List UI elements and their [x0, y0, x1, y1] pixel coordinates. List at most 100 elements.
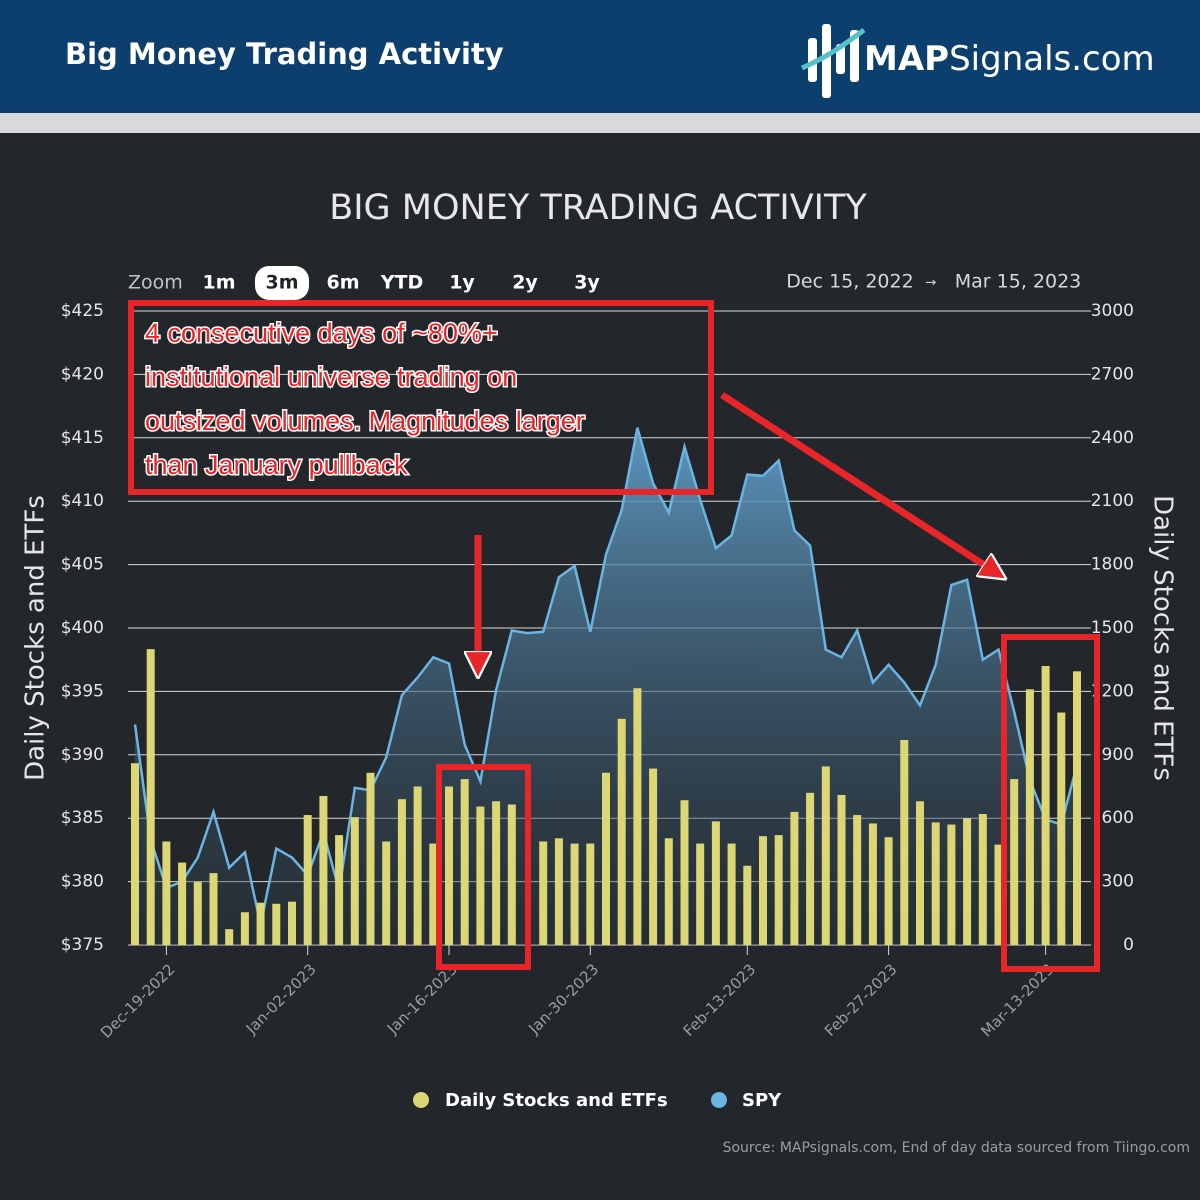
y-tick-label: $425 [61, 301, 104, 321]
bar [884, 837, 893, 945]
zoom-label: Zoom [128, 272, 183, 294]
bar [162, 841, 171, 945]
y2-axis-label: Daily Stocks and ETFs [1148, 495, 1178, 781]
bar [476, 806, 485, 945]
y2-tick-label: 2100 [1091, 491, 1134, 511]
legend-swatch[interactable] [711, 1092, 727, 1108]
bar [256, 902, 265, 945]
bar [460, 779, 469, 945]
y-tick-label: $400 [61, 618, 104, 638]
zoom-option[interactable]: 3m [265, 272, 298, 294]
bar [570, 843, 579, 945]
bar [288, 901, 296, 945]
bar [743, 865, 752, 945]
y2-tick-label: 2400 [1091, 428, 1134, 448]
bar [193, 881, 202, 945]
header-title: Big Money Trading Activity [65, 37, 504, 71]
y2-tick-label: 1200 [1091, 681, 1134, 701]
range-end[interactable]: Mar 15, 2023 [955, 271, 1082, 293]
zoom-option[interactable]: 2y [512, 272, 538, 294]
chart-title: BIG MONEY TRADING ACTIVITY [329, 188, 867, 228]
bar [821, 766, 830, 945]
header-strip [0, 113, 1200, 133]
bar [492, 801, 501, 945]
bar [947, 824, 956, 945]
annotation-text: outsized volumes. Magnitudes larger [145, 406, 585, 436]
zoom-option[interactable]: 1m [202, 272, 235, 294]
bar [178, 862, 187, 945]
bar [759, 836, 767, 945]
bar [240, 912, 249, 945]
bar [617, 718, 626, 945]
y2-tick-label: 3000 [1091, 301, 1134, 321]
annotation-text: than January pullback [145, 450, 408, 480]
bar [916, 801, 924, 945]
bar [131, 763, 139, 945]
bar [350, 817, 359, 945]
zoom-option[interactable]: 6m [326, 272, 359, 294]
legend-label[interactable]: SPY [742, 1090, 782, 1111]
annotation-text: institutional universe trading on [145, 362, 517, 392]
zoom-option[interactable]: YTD [380, 272, 424, 294]
bar [664, 838, 673, 945]
bar [994, 844, 1003, 945]
logo-text: MAPSignals.com [864, 39, 1155, 79]
bar [445, 786, 453, 945]
y-tick-label: $420 [61, 364, 104, 384]
y2-tick-label: 2700 [1091, 364, 1134, 384]
logo-rest: Signals.com [949, 39, 1155, 79]
bar [429, 843, 438, 945]
legend-swatch[interactable] [413, 1092, 429, 1108]
bar [303, 815, 312, 945]
bar [790, 811, 799, 945]
logo-bold: MAP [864, 39, 949, 79]
bar [1057, 712, 1066, 945]
bar [711, 821, 720, 945]
bar [633, 688, 642, 945]
bar [1041, 666, 1050, 945]
bar [963, 818, 972, 945]
bar [1010, 779, 1019, 945]
range-start[interactable]: Dec 15, 2022 [786, 271, 913, 293]
spy-line [133, 427, 1079, 925]
bar [209, 873, 218, 945]
bar [319, 796, 328, 945]
zoom-selected-bg [255, 266, 309, 300]
y2-tick-label: 300 [1102, 872, 1134, 892]
bar [335, 835, 344, 945]
bar [978, 813, 987, 945]
y-tick-label: $390 [61, 745, 104, 765]
annotation-overlay: 4 consecutive days of ~80%+ institutional… [128, 300, 1100, 972]
bar [774, 835, 783, 945]
y-tick-label: $415 [61, 428, 104, 448]
y-tick-label: $410 [61, 491, 104, 511]
bar [397, 799, 406, 945]
zoom-option[interactable]: 1y [449, 272, 475, 294]
y-tick-label: $405 [61, 555, 104, 575]
source-note: Source: MAPsignals.com, End of day data … [723, 1140, 1190, 1156]
bar [837, 794, 846, 945]
y-tick-label: $395 [61, 681, 104, 701]
bar [806, 792, 815, 945]
highlight-box [436, 764, 531, 970]
annotation-box [128, 300, 714, 495]
bar [366, 772, 375, 945]
annotation-text: 4 consecutive days of ~80%+ [145, 318, 498, 348]
bar [853, 815, 862, 945]
bar [146, 649, 155, 945]
y-tick-label: $375 [61, 935, 104, 955]
y2-tick-label: 600 [1102, 808, 1134, 828]
bar [1025, 689, 1034, 945]
y-tick-label: $385 [61, 808, 104, 828]
logo-icon [801, 24, 866, 98]
bar [413, 786, 422, 945]
bar [225, 929, 234, 945]
bar [539, 841, 548, 945]
legend-label[interactable]: Daily Stocks and ETFs [445, 1090, 668, 1111]
zoom-option[interactable]: 3y [574, 272, 600, 294]
y-axis-label: Daily Stocks and ETFs [21, 495, 51, 781]
bar [727, 843, 736, 945]
bar [900, 740, 909, 945]
bar [272, 903, 281, 945]
